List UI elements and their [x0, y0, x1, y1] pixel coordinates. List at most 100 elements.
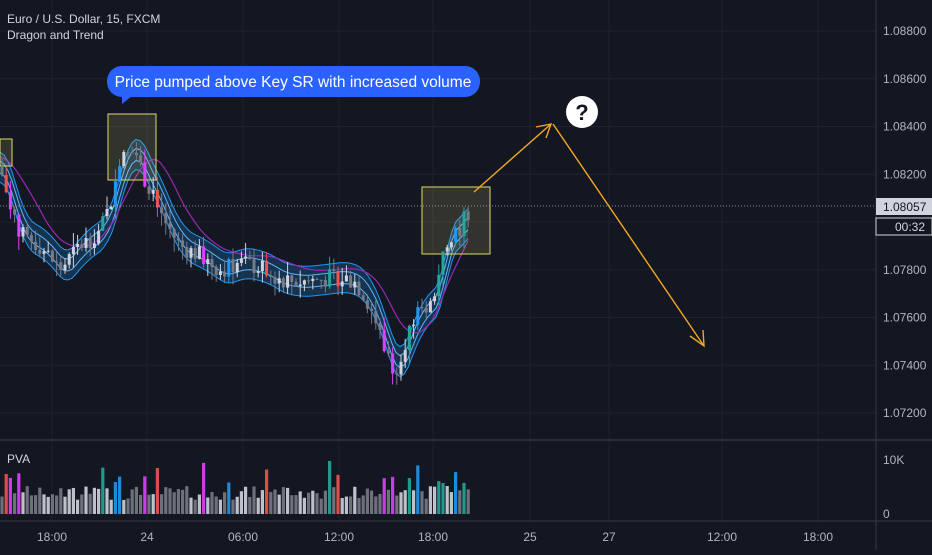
volume-bar — [0, 496, 4, 514]
candle-body — [4, 175, 8, 193]
candle-body — [294, 281, 298, 287]
volume-bar — [370, 490, 374, 514]
candle-body — [122, 151, 126, 167]
projection-down-line — [552, 123, 705, 347]
volume-bar — [449, 492, 453, 514]
volume-bar — [244, 486, 248, 514]
price-tick-label: 1.07800 — [883, 263, 927, 277]
candle-body — [176, 237, 180, 241]
volume-bar — [420, 491, 424, 514]
candle-body — [428, 301, 432, 313]
volume-bar — [260, 490, 264, 514]
candle-body — [21, 227, 25, 237]
countdown-tag — [875, 217, 932, 236]
candle-body — [349, 275, 353, 288]
candle-body — [328, 269, 332, 287]
candle-body — [172, 229, 176, 238]
indicator-name: Dragon and Trend — [7, 28, 104, 42]
candle-body — [17, 214, 21, 237]
candle-body — [319, 279, 323, 281]
candle-body — [252, 259, 256, 273]
volume-bar — [118, 476, 122, 514]
candle-body — [29, 234, 33, 242]
volume-bar — [105, 488, 109, 514]
volume-pane-label: PVA — [7, 452, 30, 466]
volume-bar — [21, 492, 25, 514]
candle-body — [139, 155, 143, 163]
candle-body — [340, 281, 344, 287]
volume-bar — [223, 492, 227, 514]
time-axis[interactable]: 18:00 24 06:00 12:00 18:00 25 27 12:00 18:00 — [37, 530, 833, 544]
price-tick-label: 1.08400 — [883, 120, 927, 134]
volume-bar — [84, 486, 88, 514]
candle-body — [365, 300, 369, 309]
volume-bar — [71, 487, 75, 514]
candle-body — [185, 247, 189, 258]
volume-bar — [160, 494, 164, 514]
volume-bar — [374, 496, 378, 514]
volume-bar — [248, 497, 252, 514]
candle-body — [109, 206, 113, 209]
volume-bar — [302, 497, 306, 514]
candle-body — [445, 247, 449, 252]
candle-body — [395, 373, 399, 375]
volume-bar — [265, 469, 269, 514]
countdown-label: 00:32 — [895, 220, 925, 234]
ema-band-top — [0, 139, 469, 348]
candle-body — [218, 271, 222, 275]
volume-bar — [97, 488, 101, 514]
volume-bar — [34, 495, 38, 514]
volume-bar — [235, 496, 239, 514]
candle-body — [46, 250, 50, 252]
volume-bar — [109, 499, 113, 514]
candle-body — [202, 246, 206, 265]
volume-bar — [155, 468, 159, 514]
candle-body — [353, 281, 357, 288]
candle-body — [223, 271, 227, 277]
volume-bar — [252, 486, 256, 514]
candle-body — [420, 307, 424, 309]
price-axis[interactable]: 1.08800 1.08600 1.08400 1.08200 1.07800 1.076… — [883, 24, 927, 420]
volume-bar — [143, 476, 147, 514]
volume-bar — [113, 482, 117, 514]
candle-body — [286, 275, 290, 288]
time-tick-label: 24 — [140, 530, 154, 544]
candle-body — [76, 244, 80, 247]
candle-body — [244, 256, 248, 259]
candle-body — [332, 269, 336, 271]
candle-body — [71, 246, 75, 255]
volume-bar — [25, 486, 29, 514]
volume-bar — [323, 490, 327, 514]
volume-bar — [319, 498, 323, 514]
candle-body — [80, 244, 84, 248]
volume-bars — [0, 460, 470, 514]
candle-body — [155, 190, 159, 208]
volume-bar — [311, 490, 315, 514]
candle-body — [370, 308, 374, 311]
candle-body — [126, 151, 130, 153]
price-tick-label: 1.07200 — [883, 406, 927, 420]
volume-bar — [286, 487, 290, 514]
candle-body — [407, 325, 411, 351]
volume-bar — [349, 496, 353, 514]
volume-bar — [281, 487, 285, 514]
key-sr-box-left — [0, 138, 13, 167]
volume-bar — [134, 486, 138, 514]
candle-body — [13, 209, 17, 215]
volume-bar — [214, 496, 218, 514]
candle-body — [34, 241, 38, 250]
volume-bar — [189, 497, 193, 514]
volume-bar — [8, 477, 12, 514]
volume-bar — [164, 487, 168, 514]
candle-body — [118, 166, 122, 182]
candle-body — [437, 274, 441, 297]
volume-bar — [193, 499, 197, 514]
candle-body — [84, 238, 88, 248]
candle-body — [424, 307, 428, 313]
candle-body — [239, 258, 243, 263]
volume-bar — [386, 489, 390, 514]
candle-body — [323, 279, 327, 287]
candle-body — [160, 207, 164, 214]
